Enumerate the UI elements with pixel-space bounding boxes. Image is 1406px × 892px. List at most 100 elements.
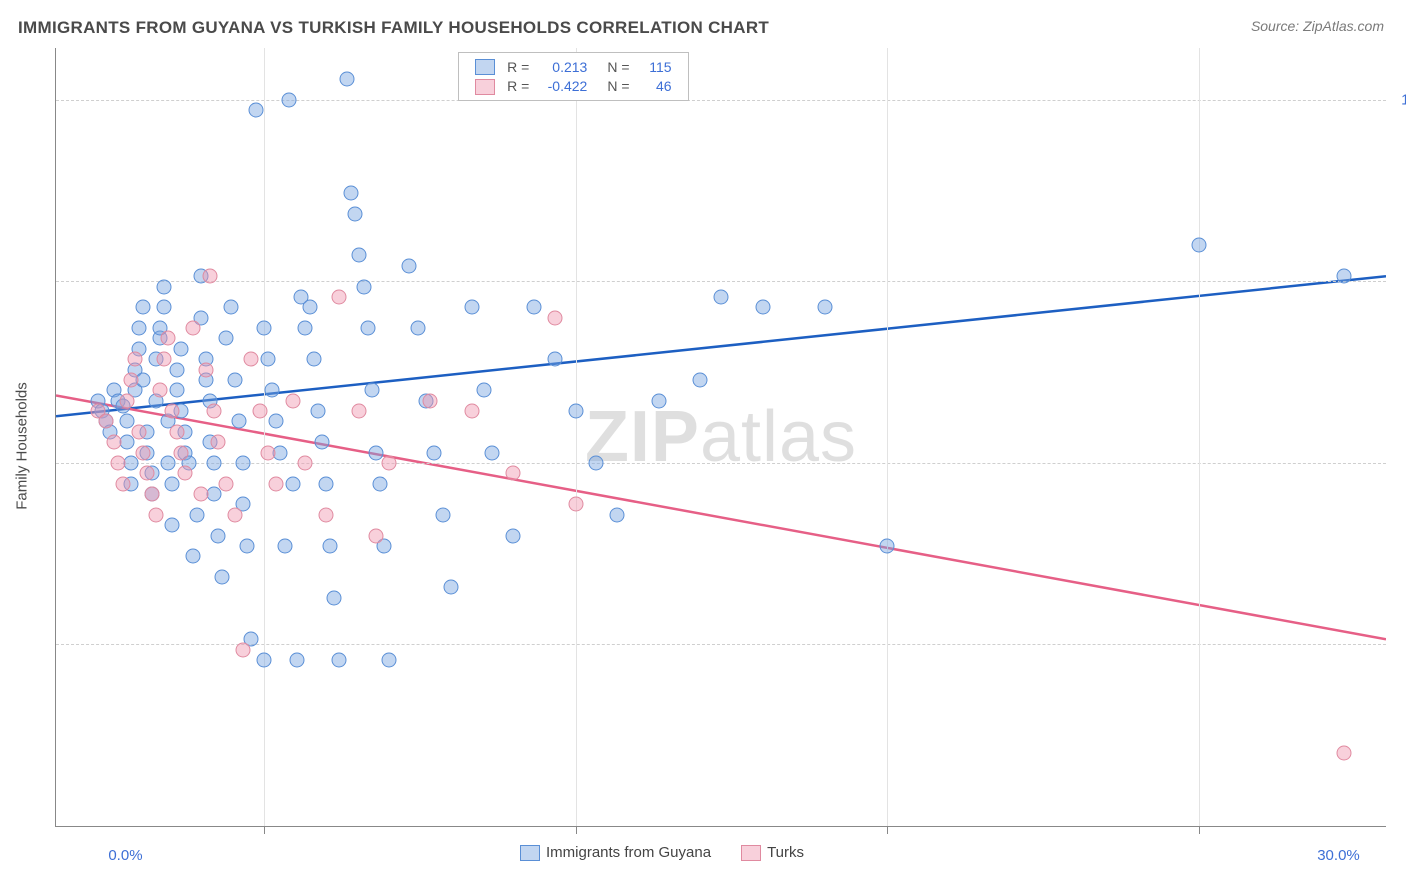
scatter-point-turks [423, 393, 438, 408]
scatter-point-turks [157, 352, 172, 367]
watermark: ZIPatlas [585, 396, 857, 478]
x-tick-label: 30.0% [1317, 847, 1360, 864]
scatter-point-guyana [331, 653, 346, 668]
scatter-point-turks [202, 269, 217, 284]
scatter-point-guyana [169, 362, 184, 377]
scatter-point-guyana [610, 507, 625, 522]
scatter-point-guyana [714, 289, 729, 304]
legend-N-value-guyana: 115 [636, 57, 678, 76]
scatter-point-guyana [1191, 238, 1206, 253]
scatter-point-guyana [319, 476, 334, 491]
legend-swatch-guyana [475, 59, 495, 75]
scatter-point-turks [227, 507, 242, 522]
scatter-point-guyana [132, 321, 147, 336]
scatter-point-turks [211, 435, 226, 450]
scatter-point-turks [298, 455, 313, 470]
scatter-point-turks [98, 414, 113, 429]
scatter-point-guyana [381, 653, 396, 668]
scatter-point-guyana [260, 352, 275, 367]
trend-line-turks [56, 396, 1386, 640]
scatter-point-guyana [265, 383, 280, 398]
legend-label-guyana: Immigrants from Guyana [546, 844, 711, 861]
scatter-point-guyana [880, 538, 895, 553]
gridline-vertical [1199, 48, 1200, 826]
scatter-point-guyana [169, 383, 184, 398]
gridline-horizontal [56, 281, 1386, 282]
scatter-point-guyana [360, 321, 375, 336]
scatter-point-guyana [269, 414, 284, 429]
scatter-point-guyana [373, 476, 388, 491]
scatter-point-guyana [298, 321, 313, 336]
scatter-point-guyana [248, 103, 263, 118]
scatter-point-guyana [339, 72, 354, 87]
legend-R-label: R = [501, 57, 535, 76]
y-tick-label: 100.0% [1392, 91, 1406, 108]
gridline-horizontal [56, 100, 1386, 101]
scatter-point-turks [144, 487, 159, 502]
scatter-point-guyana [302, 300, 317, 315]
scatter-point-turks [381, 455, 396, 470]
scatter-point-turks [194, 487, 209, 502]
legend-item-guyana: Immigrants from Guyana [520, 844, 711, 861]
scatter-point-turks [1337, 746, 1352, 761]
scatter-point-guyana [165, 476, 180, 491]
scatter-point-guyana [506, 528, 521, 543]
scatter-point-turks [177, 466, 192, 481]
scatter-point-guyana [651, 393, 666, 408]
scatter-point-turks [219, 476, 234, 491]
scatter-point-guyana [402, 258, 417, 273]
legend-R-value-guyana: 0.213 [535, 57, 593, 76]
scatter-point-turks [136, 445, 151, 460]
scatter-point-guyana [231, 414, 246, 429]
scatter-point-turks [148, 507, 163, 522]
legend-swatch-guyana [520, 845, 540, 861]
scatter-point-guyana [693, 372, 708, 387]
scatter-point-guyana [310, 404, 325, 419]
scatter-point-guyana [427, 445, 442, 460]
scatter-point-turks [107, 435, 122, 450]
scatter-point-guyana [157, 279, 172, 294]
scatter-point-guyana [410, 321, 425, 336]
x-tick-label: 0.0% [108, 847, 142, 864]
source-prefix: Source: [1251, 18, 1303, 34]
scatter-point-guyana [186, 549, 201, 564]
legend-label-turks: Turks [767, 844, 804, 861]
trend-lines-layer [56, 48, 1386, 826]
scatter-point-guyana [464, 300, 479, 315]
scatter-point-turks [140, 466, 155, 481]
scatter-point-turks [198, 362, 213, 377]
gridline-vertical [887, 48, 888, 826]
scatter-point-guyana [356, 279, 371, 294]
legend-swatch-turks [475, 79, 495, 95]
scatter-point-guyana [290, 653, 305, 668]
scatter-point-guyana [285, 476, 300, 491]
scatter-point-guyana [136, 300, 151, 315]
scatter-point-turks [369, 528, 384, 543]
scatter-point-guyana [240, 538, 255, 553]
scatter-point-guyana [256, 653, 271, 668]
scatter-point-turks [331, 289, 346, 304]
scatter-point-guyana [281, 92, 296, 107]
y-tick-label: 82.5% [1392, 273, 1406, 290]
scatter-point-turks [165, 404, 180, 419]
scatter-point-guyana [1337, 269, 1352, 284]
scatter-point-turks [132, 424, 147, 439]
scatter-point-guyana [443, 580, 458, 595]
scatter-point-guyana [817, 300, 832, 315]
scatter-point-guyana [215, 570, 230, 585]
scatter-point-turks [161, 331, 176, 346]
scatter-point-turks [547, 310, 562, 325]
scatter-point-guyana [219, 331, 234, 346]
scatter-point-guyana [227, 372, 242, 387]
source-attribution: Source: ZipAtlas.com [1251, 18, 1384, 34]
scatter-point-turks [119, 393, 134, 408]
scatter-point-guyana [352, 248, 367, 263]
scatter-point-guyana [485, 445, 500, 460]
x-tick-mark [887, 826, 888, 834]
legend-R-value-turks: -0.422 [535, 76, 593, 95]
y-axis-title: Family Households [14, 382, 31, 510]
scatter-point-guyana [190, 507, 205, 522]
scatter-point-turks [506, 466, 521, 481]
watermark-rest: atlas [700, 397, 857, 477]
legend-swatch-turks [741, 845, 761, 861]
